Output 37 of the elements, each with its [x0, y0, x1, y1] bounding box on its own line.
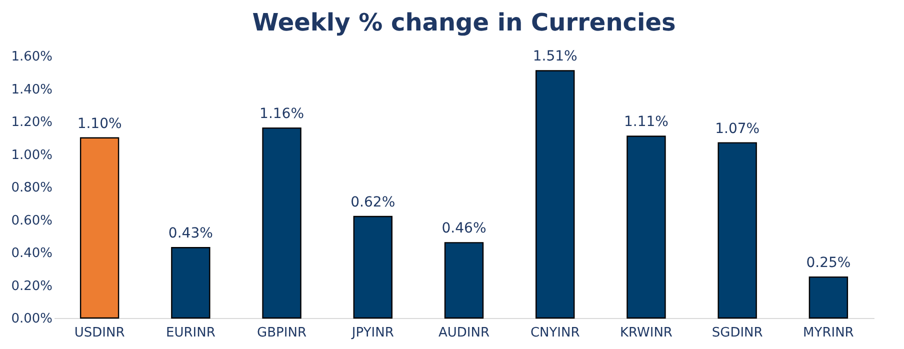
data-label: 0.46%	[442, 220, 486, 237]
bar	[718, 142, 757, 319]
bar	[353, 216, 392, 319]
y-tick-label: 0.20%	[11, 278, 52, 294]
bar	[536, 70, 575, 319]
bar	[444, 242, 484, 319]
y-tick-label: 1.20%	[11, 115, 52, 130]
y-tick-label: 1.00%	[11, 148, 52, 163]
data-label: 0.62%	[350, 194, 396, 210]
bar	[808, 276, 848, 319]
x-tick-label: MYRINR	[803, 326, 854, 340]
bar	[80, 137, 120, 319]
data-label: 1.07%	[715, 120, 760, 137]
chart-title: Weekly % change in Currencies	[252, 8, 676, 37]
y-tick-label: 0.00%	[11, 312, 52, 326]
data-label: 0.43%	[168, 226, 213, 242]
x-tick-label: EURINR	[166, 326, 216, 340]
data-label: 1.16%	[260, 106, 304, 122]
x-tick-label: JPYINR	[350, 326, 394, 340]
y-tick-label: 1.40%	[11, 82, 52, 98]
y-tick-label: 0.80%	[11, 180, 52, 196]
bar	[262, 127, 302, 319]
data-label: 1.51%	[532, 48, 578, 65]
data-label: 1.11%	[624, 114, 668, 130]
x-tick-label: CNYINR	[530, 326, 580, 340]
x-tick-label: AUDINR	[438, 326, 490, 340]
bar	[171, 246, 210, 319]
x-tick-label: SGDINR	[712, 326, 763, 340]
x-tick-label: GBPINR	[257, 326, 306, 340]
x-tick-label: USDINR	[74, 326, 125, 340]
data-label: 1.10%	[77, 116, 122, 132]
x-tick-label: KRWINR	[620, 326, 672, 340]
bar	[626, 136, 666, 319]
data-label: 0.25%	[806, 255, 851, 272]
y-tick-label: 1.60%	[11, 50, 52, 64]
y-tick-label: 0.40%	[11, 246, 52, 261]
y-tick-label: 0.60%	[11, 213, 52, 228]
